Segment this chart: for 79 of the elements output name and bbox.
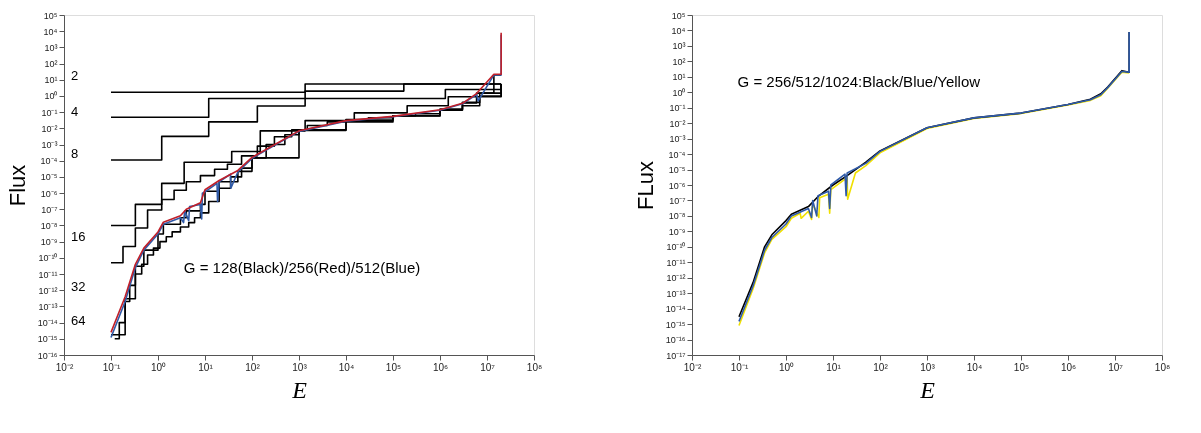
x-tick-label: 10¹: [826, 361, 842, 373]
y-tick-label: 10⁻¹: [669, 103, 686, 114]
y-tick-label: 10⁴: [43, 26, 58, 37]
x-tick-label: 10⁸: [526, 361, 543, 373]
x-tick-label: 10⁵: [385, 361, 402, 373]
annotation: 2: [71, 67, 79, 83]
y-tick-label: 10⁻¹²: [666, 273, 686, 284]
y-tick-label: 10⁻⁸: [668, 211, 686, 222]
y-tick-label: 10⁻³: [41, 140, 58, 151]
y-tick-label: 10⁻¹¹: [38, 269, 58, 280]
x-axis-title: E: [291, 376, 308, 403]
y-axis-title: FLux: [632, 161, 658, 210]
y-tick-label: 10²: [44, 59, 58, 70]
y-tick-label: 10⁵: [671, 10, 686, 21]
x-tick-label: 10⁶: [432, 361, 449, 373]
y-tick-label: 10⁻⁹: [40, 237, 58, 248]
x-tick-label: 10³: [292, 361, 308, 373]
x-tick-label: 10¹: [198, 361, 214, 373]
x-axis-title: E: [919, 376, 936, 403]
y-tick-label: 10⁻¹: [41, 107, 58, 118]
y-tick-label: 10⁻⁶: [40, 188, 58, 199]
y-tick-label: 10⁻⁹: [668, 226, 686, 237]
x-tick-label: 10⁰: [778, 361, 795, 373]
annotation: 16: [71, 228, 86, 244]
x-tick-label: 10⁻²: [683, 361, 702, 373]
y-tick-label: 10⁻⁶: [668, 180, 686, 191]
y-tick-label: 10³: [44, 42, 58, 53]
y-tick-label: 10⁻¹⁴: [37, 318, 58, 329]
x-tick-label: 10⁷: [1108, 361, 1124, 373]
y-tick-label: 10⁻¹⁶: [37, 350, 58, 361]
y-tick-label: 10⁻⁷: [669, 195, 686, 206]
x-tick-label: 10²: [873, 361, 889, 373]
x-tick-label: 10⁶: [1060, 361, 1077, 373]
y-tick-label: 10¹: [44, 75, 58, 86]
y-tick-label: 10⁻¹³: [38, 301, 58, 312]
x-tick-label: 10⁴: [338, 361, 355, 373]
y-tick-label: 10⁻¹⁵: [37, 334, 58, 345]
y-tick-label: 10⁻⁵: [668, 165, 686, 176]
y-tick-label: 10⁻¹⁴: [665, 304, 686, 315]
y-tick-label: 10⁻⁸: [40, 220, 58, 231]
annotation: G = 128(Black)/256(Red)/512(Blue): [183, 258, 421, 276]
y-tick-label: 10⁻¹⁵: [665, 319, 686, 330]
x-tick-label: 10⁻¹: [730, 361, 749, 373]
y-tick-label: 10⁻¹⁶: [665, 335, 686, 346]
x-tick-label: 10²: [245, 361, 261, 373]
y-tick-label: 10⁻¹⁷: [666, 350, 686, 361]
y-tick-label: 10⁻⁴: [40, 156, 58, 167]
annotation: 32: [71, 279, 86, 294]
y-tick-label: 10²: [672, 56, 686, 67]
y-tick-label: 10⁻²: [41, 123, 58, 134]
x-tick-label: 10⁰: [150, 361, 167, 373]
y-tick-label: 10⁴: [671, 25, 686, 36]
y-tick-label: 10⁻¹³: [666, 288, 686, 299]
x-tick-label: 10⁻²: [55, 361, 74, 373]
x-tick-label: 10⁸: [1154, 361, 1171, 373]
x-tick-label: 10⁷: [480, 361, 496, 373]
y-tick-label: 10⁻⁷: [41, 204, 58, 215]
y-tick-label: 10⁻¹¹: [666, 257, 686, 268]
y-tick-label: 10⁵: [43, 10, 58, 21]
x-tick-label: 10⁴: [966, 361, 983, 373]
y-tick-label: 10⁻²: [669, 118, 686, 129]
y-tick-label: 10⁰: [672, 87, 686, 98]
y-tick-label: 10⁻³: [669, 134, 686, 145]
y-tick-label: 10⁻⁴: [668, 149, 686, 160]
y-tick-label: 10⁻¹⁰: [38, 253, 58, 264]
y-axis-title: Flux: [4, 164, 30, 207]
x-tick-label: 10⁻¹: [102, 361, 121, 373]
annotation: 8: [71, 146, 79, 162]
x-tick-label: 10³: [920, 361, 936, 373]
annotation: 4: [71, 104, 79, 120]
y-tick-label: 10⁰: [44, 91, 58, 102]
annotation: G = 256/512/1024:Black/Blue/Yellow: [737, 72, 981, 90]
y-tick-label: 10⁻¹²: [38, 285, 58, 296]
y-tick-label: 10¹: [672, 72, 686, 83]
y-tick-label: 10⁻¹⁰: [666, 242, 686, 253]
annotation: 64: [71, 313, 86, 328]
x-tick-label: 10⁵: [1013, 361, 1030, 373]
y-tick-label: 10⁻⁵: [40, 172, 58, 183]
y-tick-label: 10³: [672, 41, 686, 52]
